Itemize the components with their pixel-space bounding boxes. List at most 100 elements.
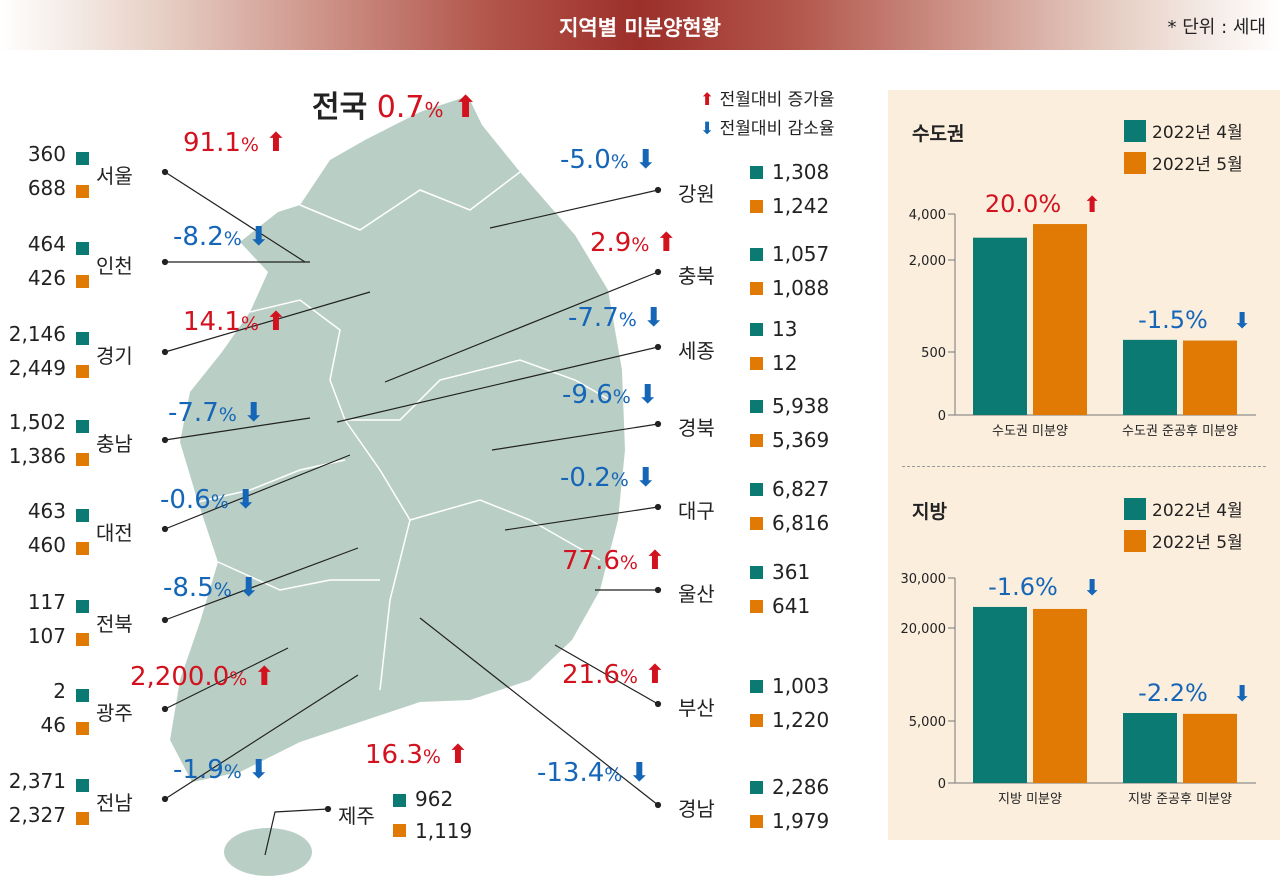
y-tick-label: 4,000 xyxy=(909,208,946,223)
change-annotation: -1.6% xyxy=(988,573,1058,601)
national-summary: 전국 0.7% ⬆ xyxy=(312,82,478,126)
region-may-value: 2,327 xyxy=(8,803,66,827)
header-banner: 지역별 미분양현황 * 단위 : 세대 xyxy=(0,0,1280,50)
region-may-value: 12 xyxy=(772,351,798,375)
may-swatch xyxy=(750,815,763,828)
bar-0-0 xyxy=(973,237,1027,415)
x-category-label: 수도권 준공후 미분양 xyxy=(1122,424,1238,439)
korea-map xyxy=(170,96,625,876)
region-name: 울산 xyxy=(678,582,715,606)
region-may-value: 426 xyxy=(27,266,66,290)
leader-line xyxy=(164,547,359,621)
region-name: 경기 xyxy=(96,344,133,368)
apr-swatch xyxy=(750,566,763,579)
down-arrow-icon: ⬇ xyxy=(237,573,260,603)
may-swatch xyxy=(750,357,763,370)
region-may-value: 688 xyxy=(27,176,66,200)
may-swatch xyxy=(750,517,763,530)
region-may-value: 460 xyxy=(27,533,66,557)
apr-swatch xyxy=(76,420,89,433)
leader-line xyxy=(164,454,351,530)
region-name: 충북 xyxy=(678,264,715,288)
region-may-value: 1,119 xyxy=(415,819,473,843)
leader-line xyxy=(164,171,306,263)
down-arrow-icon: ⬇ xyxy=(247,755,270,785)
region-change-pct: -0.6% ⬇ xyxy=(160,485,257,515)
may-swatch xyxy=(750,200,763,213)
may-swatch xyxy=(76,722,89,735)
region-name: 인천 xyxy=(96,254,133,278)
may-swatch xyxy=(750,434,763,447)
apr-swatch xyxy=(750,781,763,794)
legend-down-label: 전월대비 감소율 xyxy=(719,119,835,139)
region-change-pct: 14.1% ⬆ xyxy=(183,307,287,337)
region-apr-value: 5,938 xyxy=(772,394,830,418)
region-name: 제주 xyxy=(338,804,375,828)
region-apr-value: 6,827 xyxy=(772,477,830,501)
may-swatch xyxy=(76,275,89,288)
unit-label: * 단위 : 세대 xyxy=(1167,17,1266,38)
page-title: 지역별 미분양현황 xyxy=(559,16,721,40)
apr-swatch xyxy=(76,779,89,792)
leader-line xyxy=(164,417,311,441)
down-arrow-icon: ⬇ xyxy=(1233,309,1251,334)
up-arrow-icon: ⬆ xyxy=(453,90,479,125)
region-change-pct: -0.2% ⬇ xyxy=(560,463,657,493)
region-apr-value: 464 xyxy=(27,232,66,256)
y-tick-label: 0 xyxy=(938,777,946,792)
legend-up-label: 전월대비 증가율 xyxy=(719,90,835,110)
region-apr-value: 1,502 xyxy=(8,410,66,434)
apr-swatch xyxy=(76,600,89,613)
region-name: 광주 xyxy=(96,701,133,725)
may-swatch xyxy=(750,282,763,295)
region-apr-value: 2,286 xyxy=(772,775,830,799)
down-arrow-icon: ⬇ xyxy=(1233,682,1251,707)
region-name: 충남 xyxy=(96,432,133,456)
y-tick-label: 500 xyxy=(921,346,946,361)
apr-swatch xyxy=(76,689,89,702)
down-arrow-icon: ⬇ xyxy=(636,380,659,410)
bar-1-0 xyxy=(1123,339,1177,415)
region-may-value: 107 xyxy=(27,624,66,648)
apr-swatch xyxy=(76,242,89,255)
may-swatch xyxy=(750,600,763,613)
down-arrow-icon: ⬇ xyxy=(642,303,665,333)
apr-swatch xyxy=(750,680,763,693)
region-may-value: 6,816 xyxy=(772,511,830,535)
region-apr-value: 1,308 xyxy=(772,160,830,184)
down-arrow-icon: ⬇ xyxy=(628,758,651,788)
region-apr-value: 1,057 xyxy=(772,242,830,266)
region-may-value: 1,242 xyxy=(772,194,830,218)
region-change-pct: 16.3% ⬆ xyxy=(365,740,469,770)
region-change-pct: -5.0% ⬇ xyxy=(560,145,657,175)
region-name: 부산 xyxy=(678,696,715,720)
apr-swatch xyxy=(750,248,763,261)
region-change-pct: -13.4% ⬇ xyxy=(537,758,651,788)
apr-swatch xyxy=(750,323,763,336)
change-annotation: 20.0% xyxy=(985,190,1061,218)
apr-swatch xyxy=(76,332,89,345)
legend-label: 2022년 5월 xyxy=(1152,155,1243,175)
region-change-pct: 21.6% ⬆ xyxy=(562,660,666,690)
region-apr-value: 2 xyxy=(53,679,66,703)
up-arrow-icon: ⬆ xyxy=(700,90,715,110)
region-name: 세종 xyxy=(678,339,715,363)
legend-label: 2022년 5월 xyxy=(1152,533,1243,553)
chart-title: 수도권 xyxy=(912,123,964,145)
may-swatch xyxy=(750,714,763,727)
may-swatch xyxy=(76,185,89,198)
up-arrow-icon: ⬆ xyxy=(253,662,276,692)
region-name: 경남 xyxy=(678,797,715,821)
region-change-pct: -7.7% ⬇ xyxy=(568,303,665,333)
down-arrow-icon: ⬇ xyxy=(234,485,257,515)
apr-swatch xyxy=(76,152,89,165)
may-swatch xyxy=(76,542,89,555)
region-may-value: 1,088 xyxy=(772,276,830,300)
up-arrow-icon: ⬆ xyxy=(264,128,287,158)
region-change-pct: 91.1% ⬆ xyxy=(183,128,287,158)
national-label: 전국 xyxy=(312,90,368,125)
region-may-value: 46 xyxy=(40,713,66,737)
x-category-label: 수도권 미분양 xyxy=(992,424,1068,439)
region-change-pct: -9.6% ⬇ xyxy=(562,380,659,410)
down-arrow-icon: ⬇ xyxy=(1083,576,1101,601)
